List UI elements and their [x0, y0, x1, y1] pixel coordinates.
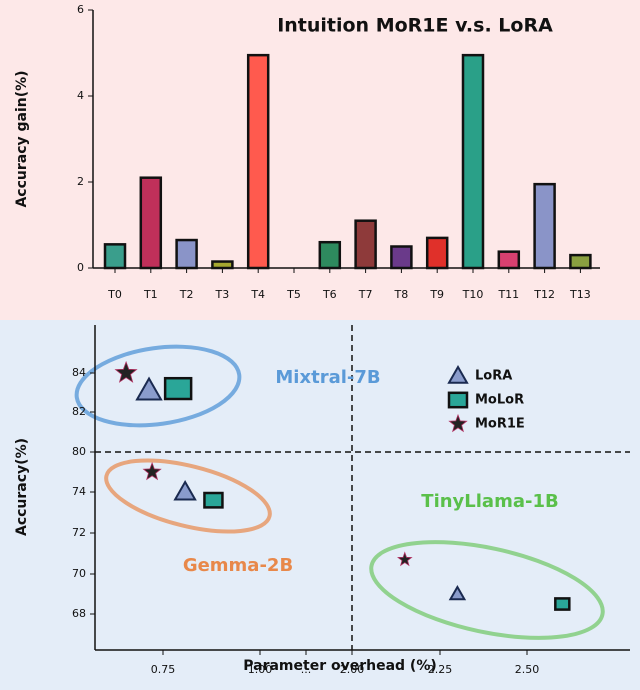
star-marker	[114, 360, 138, 383]
bar	[533, 182, 556, 270]
bar	[354, 219, 377, 270]
star-marker	[397, 551, 413, 567]
legend-label: MoR1E	[475, 417, 525, 432]
x-tick-label: T2	[179, 288, 194, 301]
bar	[103, 243, 127, 270]
square-marker	[554, 597, 571, 611]
square-marker	[447, 391, 469, 409]
square-marker	[163, 376, 193, 401]
y-tick-label: 72	[72, 526, 86, 539]
x-tick-label: T6	[322, 288, 337, 301]
group-label: Gemma-2B	[183, 555, 293, 576]
x-tick-label: T10	[462, 288, 484, 301]
x-tick-label: T1	[143, 288, 158, 301]
x-tick-label: T8	[394, 288, 409, 301]
bar	[461, 53, 485, 270]
bar	[211, 260, 234, 270]
y-tick-label: 0	[77, 261, 84, 274]
triangle-marker	[173, 479, 197, 501]
star-marker	[142, 461, 162, 481]
cluster-ellipse	[104, 458, 272, 534]
bar	[390, 245, 413, 270]
legend-label: LoRA	[475, 369, 512, 384]
x-tick-label: 2.50	[515, 663, 540, 676]
bar	[425, 236, 449, 270]
x-tick-label: 1.00	[248, 663, 273, 676]
y-tick-label: 80	[72, 445, 86, 458]
bar	[139, 176, 163, 270]
x-tick-label: T3	[215, 288, 230, 301]
x-tick-label: T7	[358, 288, 373, 301]
bar	[175, 238, 198, 270]
top-panel	[0, 0, 640, 320]
triangle-marker	[447, 364, 469, 384]
x-axis-label: Parameter overhead (%)	[243, 658, 437, 674]
cluster-ellipse	[74, 344, 242, 428]
x-tick-label: T11	[497, 288, 519, 301]
legend-label: MoLoR	[475, 393, 524, 408]
star-marker	[448, 413, 468, 433]
group-label: TinyLlama-1B	[421, 491, 558, 512]
y-axis-label: Accuracy gain(%)	[14, 70, 30, 207]
triangle-marker	[135, 376, 163, 401]
group-label: Mixtral-7B	[275, 367, 380, 388]
y-tick-label: 82	[72, 405, 86, 418]
bottom-panel	[0, 320, 640, 690]
y-tick-label: 74	[72, 485, 86, 498]
chart-title: Intuition MoR1E v.s. LoRA	[277, 15, 553, 37]
y-tick-label: 68	[72, 607, 86, 620]
bar	[318, 240, 342, 270]
y-tick-label: 84	[72, 366, 86, 379]
cluster-ellipse	[369, 540, 605, 640]
y-axis-label: Accuracy(%)	[14, 438, 30, 536]
x-tick-label: T4	[250, 288, 265, 301]
y-tick-label: 6	[77, 3, 84, 16]
x-tick-label: ...	[301, 663, 312, 676]
bar	[497, 250, 521, 270]
y-tick-label: 4	[77, 89, 84, 102]
x-tick-label: 0.75	[151, 663, 176, 676]
square-marker	[203, 491, 224, 509]
x-tick-label: T0	[107, 288, 122, 301]
y-tick-label: 2	[77, 175, 84, 188]
x-tick-label: 2.00	[340, 663, 365, 676]
bar	[246, 53, 270, 270]
x-tick-label: T12	[533, 288, 555, 301]
triangle-marker	[448, 584, 467, 601]
x-tick-label: 2.25	[428, 663, 453, 676]
x-tick-label: T5	[286, 288, 301, 301]
bar	[569, 253, 592, 270]
y-tick-label: 70	[72, 567, 86, 580]
x-tick-label: T9	[429, 288, 444, 301]
x-tick-label: T13	[569, 288, 591, 301]
